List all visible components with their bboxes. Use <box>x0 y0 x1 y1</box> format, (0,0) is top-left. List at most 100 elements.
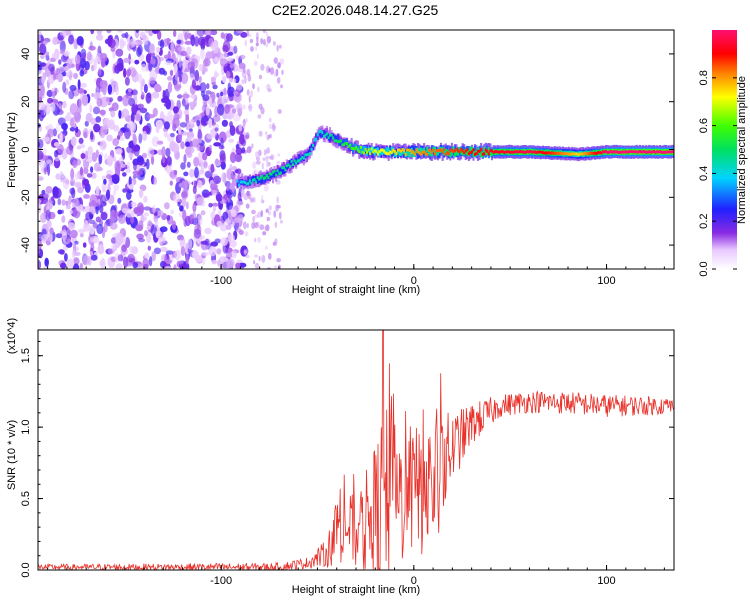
noise-blob <box>123 57 130 63</box>
noise-blob <box>273 265 278 269</box>
noise-blob <box>250 46 254 52</box>
noise-blob <box>61 199 66 206</box>
signal-track-cell <box>302 156 305 160</box>
signal-track-cell <box>313 141 316 147</box>
noise-blob <box>280 219 283 224</box>
noise-blob <box>79 233 84 238</box>
noise-blob <box>179 122 187 128</box>
noise-blob <box>229 152 237 164</box>
signal-track-cell <box>527 150 530 154</box>
noise-blob <box>171 220 177 230</box>
noise-blob <box>216 248 222 255</box>
noise-blob <box>115 263 123 269</box>
noise-blob <box>38 203 42 214</box>
noise-blob <box>103 178 107 185</box>
noise-blob <box>203 192 208 199</box>
signal-track-cell <box>657 150 660 154</box>
noise-blob <box>225 202 233 210</box>
signal-track-cell <box>278 172 281 176</box>
noise-blob <box>148 256 153 267</box>
noise-blob <box>86 173 93 178</box>
signal-track-cell <box>389 150 392 157</box>
signal-track-cell <box>458 150 461 154</box>
signal-track-cell <box>273 169 276 173</box>
noise-blob <box>243 249 247 256</box>
noise-blob <box>114 165 121 176</box>
noise-blob <box>260 63 265 71</box>
noise-blob <box>38 100 45 111</box>
signal-track-cell <box>518 150 521 153</box>
noise-blob <box>54 87 58 94</box>
noise-blob <box>174 249 181 261</box>
signal-track-cell <box>662 150 665 154</box>
signal-track-cell <box>279 171 282 175</box>
noise-blob <box>212 44 219 54</box>
signal-track-cell <box>632 150 635 154</box>
noise-blob <box>215 193 223 202</box>
signal-track-cell <box>453 151 456 157</box>
signal-track-cell <box>648 150 651 154</box>
signal-track-cell <box>569 152 572 156</box>
noise-blob <box>66 238 71 243</box>
noise-blob <box>241 147 246 154</box>
noise-blob <box>142 258 150 269</box>
noise-blob <box>196 119 201 127</box>
noise-blob <box>211 202 219 207</box>
noise-blob <box>180 50 188 57</box>
signal-track-cell <box>349 143 352 147</box>
signal-track-cell <box>333 139 336 143</box>
noise-blob <box>50 102 56 112</box>
signal-track-cell <box>449 151 452 158</box>
noise-blob <box>84 60 90 71</box>
noise-blob <box>273 210 277 218</box>
noise-blob <box>190 94 197 99</box>
signal-track-cell <box>581 152 584 156</box>
signal-track-cell <box>669 150 672 154</box>
noise-blob <box>265 31 269 37</box>
noise-blob <box>202 94 210 102</box>
noise-blob <box>244 39 247 47</box>
noise-blob <box>187 238 193 250</box>
signal-track-cell <box>466 148 469 152</box>
noise-blob <box>265 208 269 213</box>
signal-track-cell <box>603 150 606 154</box>
noise-blob <box>210 183 218 191</box>
noise-blob <box>255 160 261 165</box>
noise-blob <box>69 117 75 128</box>
noise-blob <box>125 168 131 173</box>
noise-blob <box>93 106 100 115</box>
noise-blob <box>203 58 211 67</box>
signal-track-cell <box>321 131 324 135</box>
noise-blob <box>180 246 186 256</box>
noise-blob <box>107 154 113 167</box>
noise-blob <box>128 97 135 107</box>
noise-blob <box>151 136 160 147</box>
noise-blob <box>133 207 141 214</box>
noise-blob <box>263 184 269 192</box>
snr-x-ticks: -100 0 100 <box>47 565 665 587</box>
noise-blob <box>167 110 173 122</box>
noise-blob <box>167 76 173 81</box>
signal-track-cell <box>256 178 259 184</box>
noise-blob <box>268 117 272 123</box>
noise-blob <box>121 244 127 253</box>
noise-blob <box>278 44 282 49</box>
signal-track-cell <box>392 148 395 152</box>
noise-blob <box>107 84 113 95</box>
noise-blob <box>152 176 157 185</box>
signal-track-cell <box>618 150 621 154</box>
noise-blob <box>194 69 200 82</box>
signal-track-cell <box>361 145 364 152</box>
signal-track-cell <box>281 166 284 170</box>
noise-blob <box>57 144 64 154</box>
noise-blob <box>208 202 213 208</box>
noise-blob <box>238 262 247 268</box>
noise-blob <box>52 36 58 46</box>
signal-track-cell <box>429 148 432 152</box>
noise-blob <box>93 58 97 70</box>
noise-blob <box>51 90 56 99</box>
signal-track-cell <box>290 161 293 170</box>
noise-blob <box>261 162 264 170</box>
signal-track-cell <box>335 139 338 143</box>
noise-blob <box>186 161 191 168</box>
